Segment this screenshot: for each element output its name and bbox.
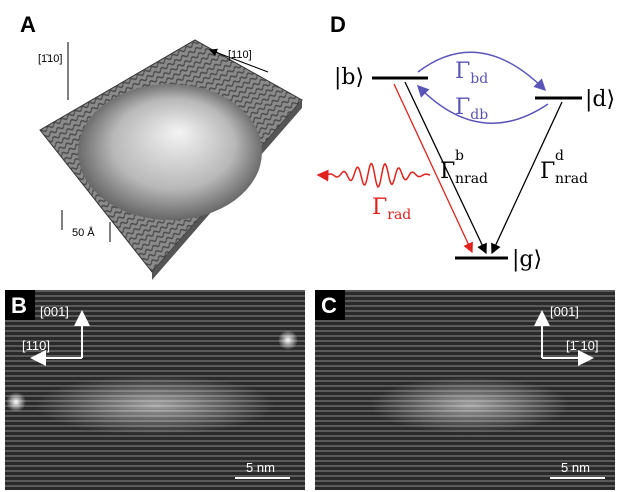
scale-label: 50 Å	[72, 226, 95, 239]
panel-d: D |b⟩ |d⟩ |g⟩ Γbd Γdb Γ b nrad Γ d nrad …	[316, 12, 615, 272]
rate-sup: b	[455, 148, 464, 164]
direction-label: [001]	[40, 304, 69, 319]
transition-arrow	[404, 81, 487, 255]
transition-arrow	[416, 84, 549, 124]
state-label: |b⟩	[334, 65, 364, 90]
rate-sub: nrad	[455, 171, 488, 187]
panel-label: B	[11, 293, 27, 318]
state-label: |d⟩	[585, 87, 615, 112]
rate-symbol: Γ	[440, 159, 455, 184]
transition-arrow	[491, 101, 563, 255]
rate-sub: db	[470, 107, 488, 123]
panel-c: C [001] [1̄ 10] 5 nm	[315, 290, 615, 490]
direction-label: [1̄ 10]	[566, 338, 599, 353]
transition-arrow	[417, 51, 547, 92]
panel-b: B [001] [110] 5 nm	[5, 290, 305, 490]
scale-label: 5 nm	[561, 460, 590, 475]
rate: Γbd	[455, 59, 488, 87]
label-box	[5, 290, 35, 320]
photon	[316, 162, 431, 189]
rate-sub: nrad	[555, 171, 588, 187]
rate-symbol: Γ	[455, 95, 470, 120]
state-label: |g⟩	[512, 247, 542, 272]
panel-label: C	[321, 293, 337, 318]
rate-sup: d	[555, 148, 564, 164]
direction-label: [110]	[22, 338, 50, 353]
panel-label: D	[330, 12, 346, 37]
panel-label: A	[20, 12, 36, 37]
rate: Γrad	[372, 195, 411, 223]
dot-contrast	[35, 375, 275, 435]
rate-sub: rad	[387, 207, 411, 223]
dome	[78, 84, 262, 220]
rate-symbol: Γ	[540, 159, 555, 184]
rate: Γdb	[455, 95, 488, 123]
direction-label: [110]	[228, 49, 252, 61]
dot-contrast	[370, 377, 570, 433]
rate-sub: bd	[470, 71, 488, 87]
rate-symbol: Γ	[455, 59, 470, 84]
panel-a: A [1̄10] [110] 50 Å	[20, 12, 303, 280]
direction-arrow	[209, 48, 269, 73]
direction-label: [1̄10]	[38, 53, 62, 65]
bright-spot	[6, 392, 26, 412]
rate-symbol: Γ	[372, 195, 387, 220]
scale-label: 5 nm	[246, 460, 275, 475]
bright-spot	[278, 330, 298, 350]
label-box	[315, 290, 345, 320]
transition-arrow	[393, 83, 473, 254]
direction-label: [001]	[550, 304, 579, 319]
